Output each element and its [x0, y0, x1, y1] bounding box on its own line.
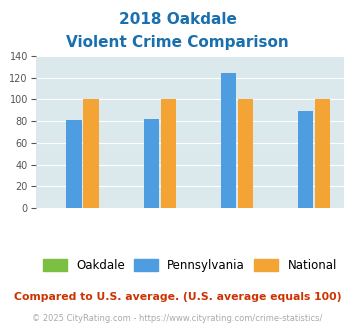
Bar [237, 99, 253, 208]
Bar [143, 119, 159, 208]
Bar [298, 112, 313, 208]
Text: © 2025 CityRating.com - https://www.cityrating.com/crime-statistics/: © 2025 CityRating.com - https://www.city… [32, 314, 323, 323]
Text: Violent Crime Comparison: Violent Crime Comparison [66, 35, 289, 50]
Text: Compared to U.S. average. (U.S. average equals 100): Compared to U.S. average. (U.S. average … [14, 292, 341, 302]
Bar [160, 99, 176, 208]
Bar [221, 74, 236, 208]
Legend: Oakdale, Pennsylvania, National: Oakdale, Pennsylvania, National [43, 259, 337, 272]
Bar [66, 120, 82, 208]
Bar [315, 99, 330, 208]
Bar [83, 99, 99, 208]
Text: 2018 Oakdale: 2018 Oakdale [119, 12, 236, 26]
